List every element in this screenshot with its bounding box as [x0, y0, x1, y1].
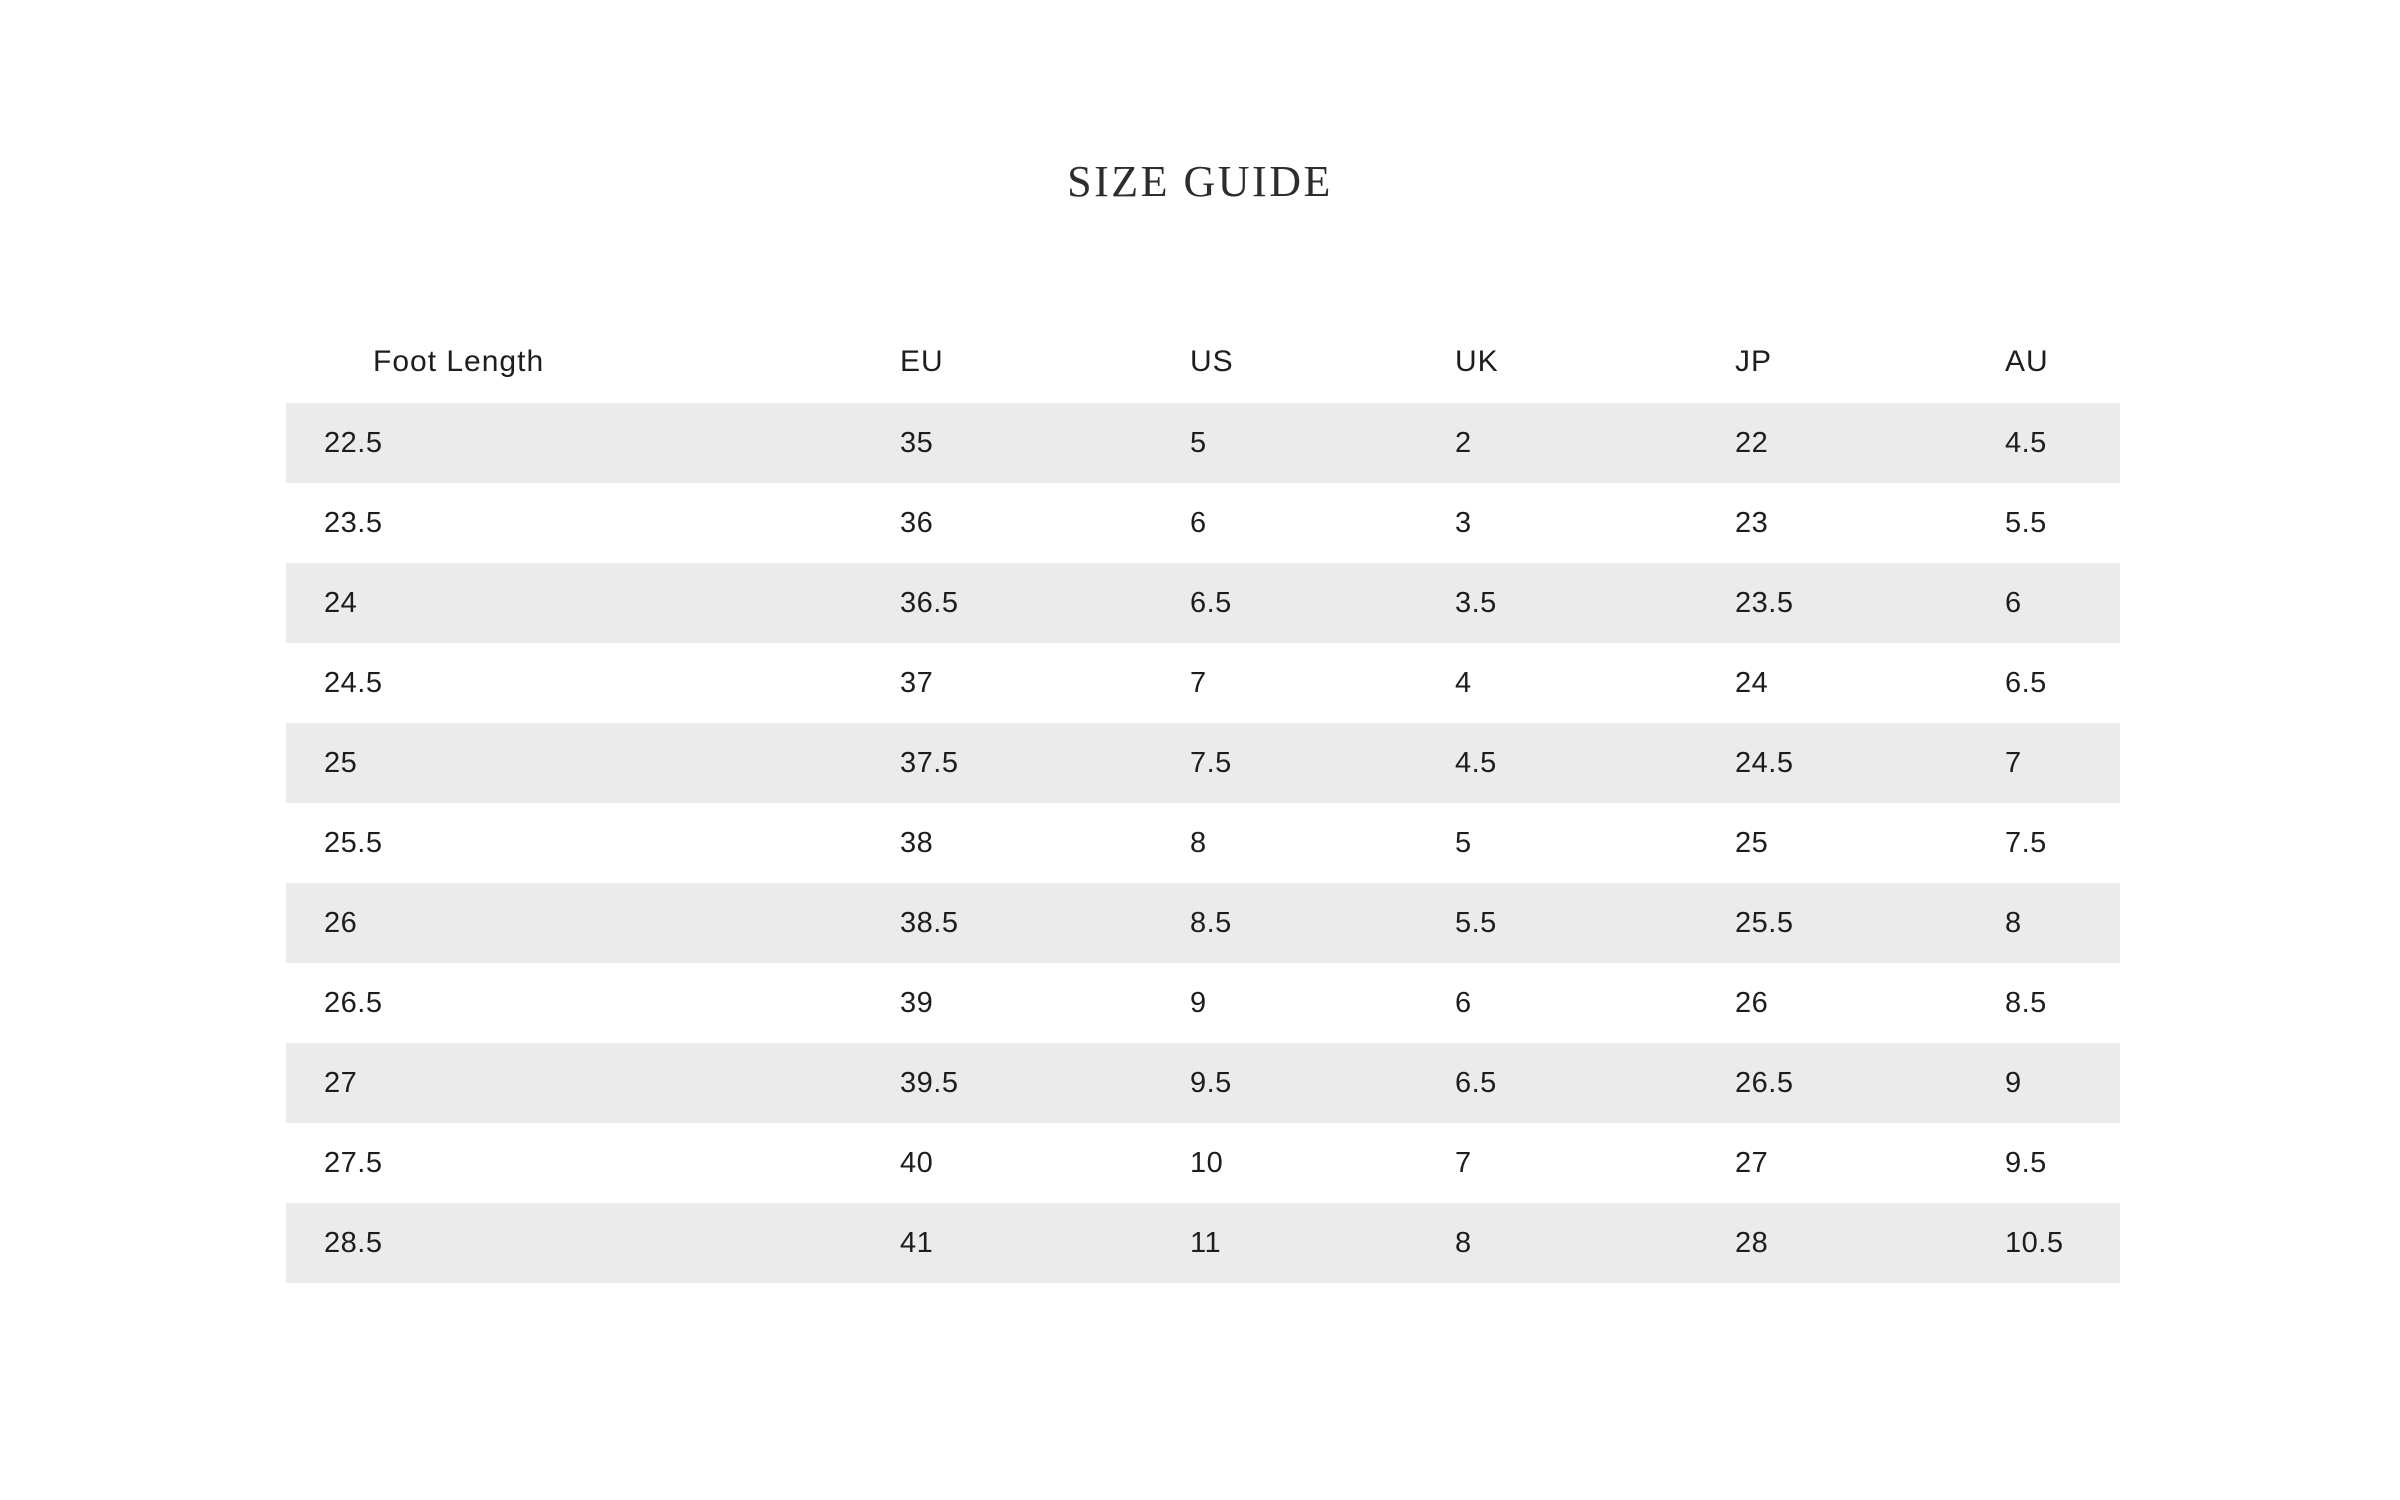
cell-jp: 28 — [1735, 1226, 1769, 1259]
cell-au: 10.5 — [2005, 1226, 2064, 1259]
cell-eu: 37.5 — [900, 746, 959, 779]
cell-us: 9 — [1190, 986, 1207, 1019]
cell-au: 7.5 — [2005, 826, 2047, 859]
cell-au: 9.5 — [2005, 1146, 2047, 1179]
table-row: 27.5 40 10 7 27 9.5 — [286, 1123, 2120, 1203]
cell-eu: 38 — [900, 826, 934, 859]
cell-foot-length: 24.5 — [324, 666, 383, 699]
cell-foot-length: 22.5 — [324, 426, 383, 459]
cell-us: 8 — [1190, 826, 1207, 859]
cell-foot-length: 28.5 — [324, 1226, 383, 1259]
cell-us: 5 — [1190, 426, 1207, 459]
column-header-uk: UK — [1455, 344, 1499, 378]
cell-au: 7 — [2005, 746, 2022, 779]
cell-jp: 26 — [1735, 986, 1769, 1019]
column-header-au: AU — [2005, 344, 2049, 378]
table-row: 23.5 36 6 3 23 5.5 — [286, 483, 2120, 563]
table-row: 28.5 41 11 8 28 10.5 — [286, 1203, 2120, 1283]
cell-jp: 23 — [1735, 506, 1769, 539]
cell-uk: 5.5 — [1455, 906, 1497, 939]
cell-us: 7 — [1190, 666, 1207, 699]
cell-eu: 37 — [900, 666, 934, 699]
cell-us: 6.5 — [1190, 586, 1232, 619]
cell-jp: 24 — [1735, 666, 1769, 699]
cell-au: 5.5 — [2005, 506, 2047, 539]
cell-uk: 5 — [1455, 826, 1472, 859]
cell-us: 7.5 — [1190, 746, 1232, 779]
cell-eu: 36 — [900, 506, 934, 539]
page-title: SIZE GUIDE — [1067, 157, 1333, 206]
cell-foot-length: 25.5 — [324, 826, 383, 859]
column-header-jp: JP — [1735, 344, 1773, 378]
cell-foot-length: 27.5 — [324, 1146, 383, 1179]
cell-uk: 7 — [1455, 1146, 1472, 1179]
table-header-row: Foot Length EU US UK JP AU — [286, 320, 2120, 403]
cell-eu: 35 — [900, 426, 934, 459]
size-guide-table: Foot Length EU US UK JP AU 22.5 35 5 2 22 4.5… — [286, 320, 2120, 1283]
cell-jp: 26.5 — [1735, 1066, 1794, 1099]
cell-jp: 22 — [1735, 426, 1769, 459]
cell-uk: 2 — [1455, 426, 1472, 459]
cell-uk: 6.5 — [1455, 1066, 1497, 1099]
cell-us: 9.5 — [1190, 1066, 1232, 1099]
cell-us: 6 — [1190, 506, 1207, 539]
cell-au: 4.5 — [2005, 426, 2047, 459]
cell-us: 10 — [1190, 1146, 1224, 1179]
cell-foot-length: 25 — [324, 746, 358, 779]
table-row: 25 37.5 7.5 4.5 24.5 7 — [286, 723, 2120, 803]
cell-uk: 3 — [1455, 506, 1472, 539]
table-row: 27 39.5 9.5 6.5 26.5 9 — [286, 1043, 2120, 1123]
cell-au: 8 — [2005, 906, 2022, 939]
cell-foot-length: 27 — [324, 1066, 358, 1099]
cell-foot-length: 24 — [324, 586, 358, 619]
cell-eu: 38.5 — [900, 906, 959, 939]
cell-au: 6.5 — [2005, 666, 2047, 699]
cell-foot-length: 23.5 — [324, 506, 383, 539]
cell-jp: 23.5 — [1735, 586, 1794, 619]
table-row: 22.5 35 5 2 22 4.5 — [286, 403, 2120, 483]
cell-us: 8.5 — [1190, 906, 1232, 939]
cell-eu: 39.5 — [900, 1066, 959, 1099]
cell-au: 9 — [2005, 1066, 2022, 1099]
cell-eu: 39 — [900, 986, 934, 1019]
table-row: 25.5 38 8 5 25 7.5 — [286, 803, 2120, 883]
table-row: 26.5 39 9 6 26 8.5 — [286, 963, 2120, 1043]
cell-eu: 40 — [900, 1146, 934, 1179]
cell-au: 6 — [2005, 586, 2022, 619]
cell-uk: 4 — [1455, 666, 1472, 699]
table-body: 22.5 35 5 2 22 4.5 23.5 36 6 3 23 5.5 24 36.5 6.5 3.5 23… — [286, 403, 2120, 1283]
cell-jp: 27 — [1735, 1146, 1769, 1179]
cell-uk: 6 — [1455, 986, 1472, 1019]
column-header-eu: EU — [900, 344, 944, 378]
cell-au: 8.5 — [2005, 986, 2047, 1019]
table-row: 26 38.5 8.5 5.5 25.5 8 — [286, 883, 2120, 963]
cell-uk: 4.5 — [1455, 746, 1497, 779]
cell-eu: 41 — [900, 1226, 934, 1259]
cell-foot-length: 26.5 — [324, 986, 383, 1019]
cell-eu: 36.5 — [900, 586, 959, 619]
table-row: 24 36.5 6.5 3.5 23.5 6 — [286, 563, 2120, 643]
cell-jp: 25 — [1735, 826, 1769, 859]
cell-jp: 24.5 — [1735, 746, 1794, 779]
cell-uk: 3.5 — [1455, 586, 1497, 619]
cell-jp: 25.5 — [1735, 906, 1794, 939]
column-header-foot-length: Foot Length — [373, 344, 545, 378]
column-header-us: US — [1190, 344, 1234, 378]
cell-uk: 8 — [1455, 1226, 1472, 1259]
table-row: 24.5 37 7 4 24 6.5 — [286, 643, 2120, 723]
cell-us: 11 — [1190, 1226, 1222, 1259]
cell-foot-length: 26 — [324, 906, 358, 939]
